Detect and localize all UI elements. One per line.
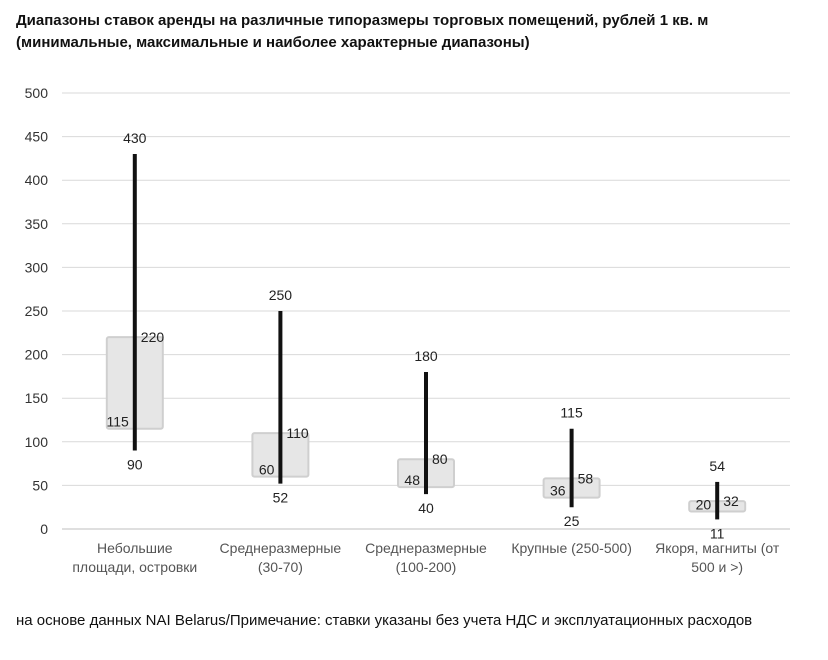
y-tick-label-0: 0: [40, 521, 48, 537]
x-axis: Небольшие площади, островки Среднеразмерны…: [72, 540, 780, 575]
max-label-4: 115: [560, 405, 583, 421]
category-label-3-line-1: Среднеразмерные: [365, 540, 487, 556]
y-tick-label-500: 500: [25, 85, 49, 101]
y-tick-label-150: 150: [25, 390, 49, 406]
typical-high-label-3: 80: [432, 451, 448, 467]
y-tick-label-200: 200: [25, 347, 49, 363]
min-max-lines: [132, 154, 720, 520]
typical-high-label-5: 32: [723, 493, 739, 509]
category-label-1-line-1: Небольшие: [97, 540, 173, 556]
typical-high-label-1: 220: [141, 329, 165, 345]
y-tick-label-450: 450: [25, 129, 49, 145]
max-label-5: 54: [709, 458, 725, 474]
category-label-2-line-2: (30-70): [258, 559, 303, 575]
footnote: на основе данных NAI Belarus/Примечание:…: [16, 612, 753, 629]
category-label-4: Крупные (250-500): [511, 540, 632, 556]
category-label-2: Среднеразмерные (30-70): [220, 540, 342, 575]
typical-low-label-3: 48: [404, 472, 420, 488]
y-tick-label-400: 400: [25, 172, 49, 188]
category-label-1-line-2: площади, островки: [72, 559, 197, 575]
max-label-2: 250: [269, 287, 293, 303]
gridlines: [62, 92, 790, 530]
max-label-3: 180: [414, 348, 438, 364]
category-label-5-line-1: Якоря, магниты (от: [655, 540, 780, 556]
min-label-2: 52: [273, 490, 289, 506]
data-labels: 430 90 220 115 250 52 110 60 180 40 80 48 115 25 58 36 5…: [106, 130, 739, 541]
y-tick-label-250: 250: [25, 303, 49, 319]
category-label-3: Среднеразмерные (100-200): [365, 540, 487, 575]
category-label-3-line-2: (100-200): [396, 559, 457, 575]
typical-high-label-4: 58: [578, 470, 594, 486]
y-tick-label-50: 50: [32, 477, 48, 493]
y-tick-label-100: 100: [25, 434, 49, 450]
category-label-2-line-1: Среднеразмерные: [220, 540, 342, 556]
max-label-1: 430: [123, 130, 147, 146]
category-label-1: Небольшие площади, островки: [72, 540, 197, 575]
typical-low-label-5: 20: [696, 497, 712, 513]
typical-low-label-4: 36: [550, 483, 566, 499]
typical-high-label-2: 110: [286, 425, 309, 441]
y-tick-label-300: 300: [25, 259, 49, 275]
y-tick-label-350: 350: [25, 216, 49, 232]
range-chart: 0 50 100 150 200 250 300 350 400 450 500 430 90 220 1…: [25, 85, 790, 575]
min-label-1: 90: [127, 457, 143, 473]
category-label-5-line-2: 500 и >): [691, 559, 743, 575]
y-axis: 0 50 100 150 200 250 300 350 400 450 500: [25, 85, 49, 537]
typical-low-label-2: 60: [259, 462, 275, 478]
chart-title-line-1: Диапазоны ставок аренды на различные тип…: [16, 12, 709, 29]
typical-low-label-1: 115: [106, 414, 129, 430]
category-label-4-line-1: Крупные (250-500): [511, 540, 632, 556]
chart-title: Диапазоны ставок аренды на различные тип…: [16, 10, 816, 54]
min-label-5: 11: [710, 525, 725, 541]
category-label-5: Якоря, магниты (от 500 и >): [655, 540, 780, 575]
chart-title-line-2: (минимальные, максимальные и наиболее ха…: [16, 34, 530, 51]
min-label-4: 25: [564, 513, 580, 529]
min-label-3: 40: [418, 500, 434, 516]
